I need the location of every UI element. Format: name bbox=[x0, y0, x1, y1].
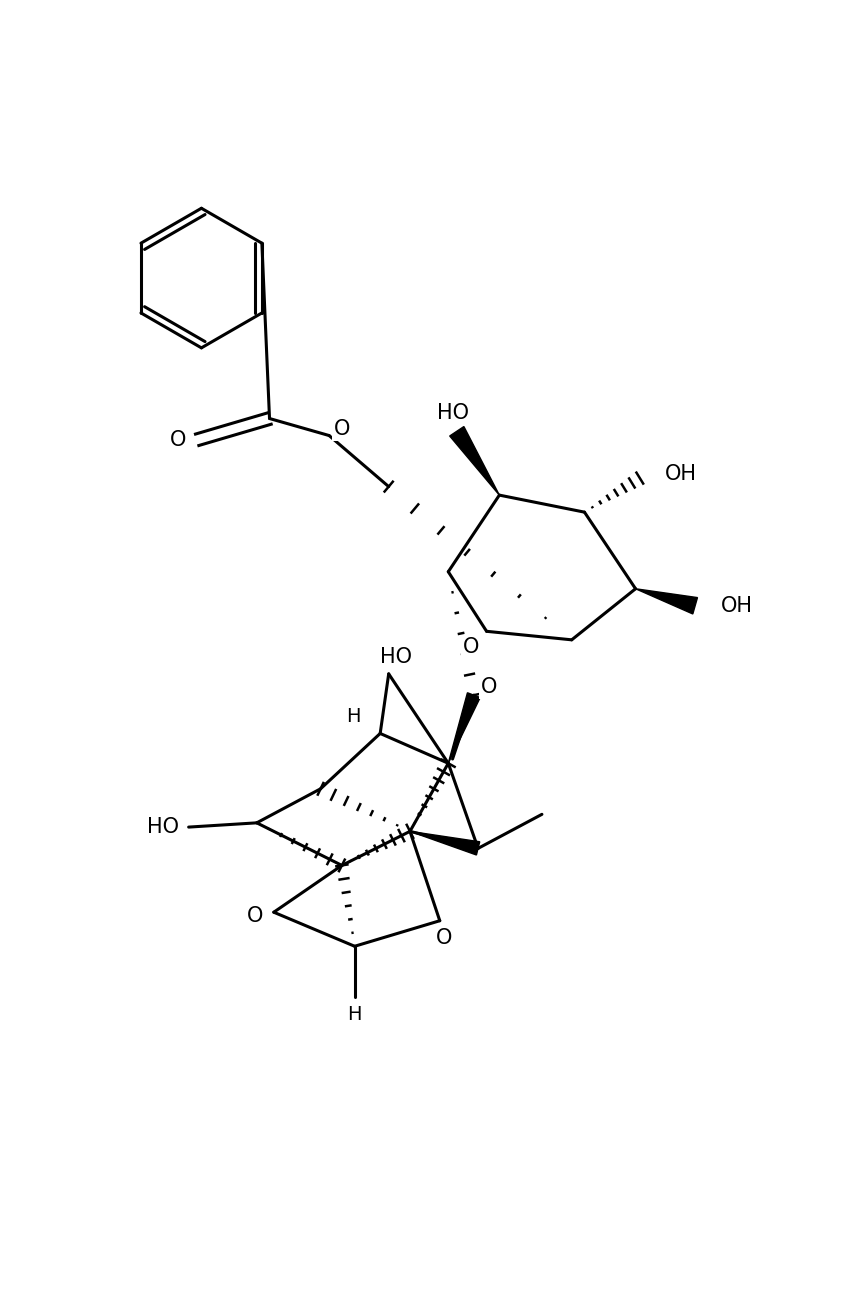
Text: OH: OH bbox=[664, 464, 697, 484]
Text: O: O bbox=[334, 419, 350, 438]
Text: O: O bbox=[480, 677, 496, 697]
Text: H: H bbox=[345, 707, 360, 726]
Text: O: O bbox=[462, 636, 479, 656]
Text: HO: HO bbox=[147, 817, 179, 837]
Text: H: H bbox=[347, 1005, 362, 1023]
Text: HO: HO bbox=[436, 403, 468, 422]
Polygon shape bbox=[448, 693, 479, 764]
Text: O: O bbox=[247, 907, 263, 926]
Text: O: O bbox=[435, 928, 452, 947]
Text: OH: OH bbox=[720, 596, 751, 615]
Polygon shape bbox=[409, 832, 479, 855]
Polygon shape bbox=[450, 426, 499, 495]
Text: HO: HO bbox=[379, 647, 411, 666]
Polygon shape bbox=[635, 589, 697, 614]
Text: O: O bbox=[170, 430, 187, 450]
